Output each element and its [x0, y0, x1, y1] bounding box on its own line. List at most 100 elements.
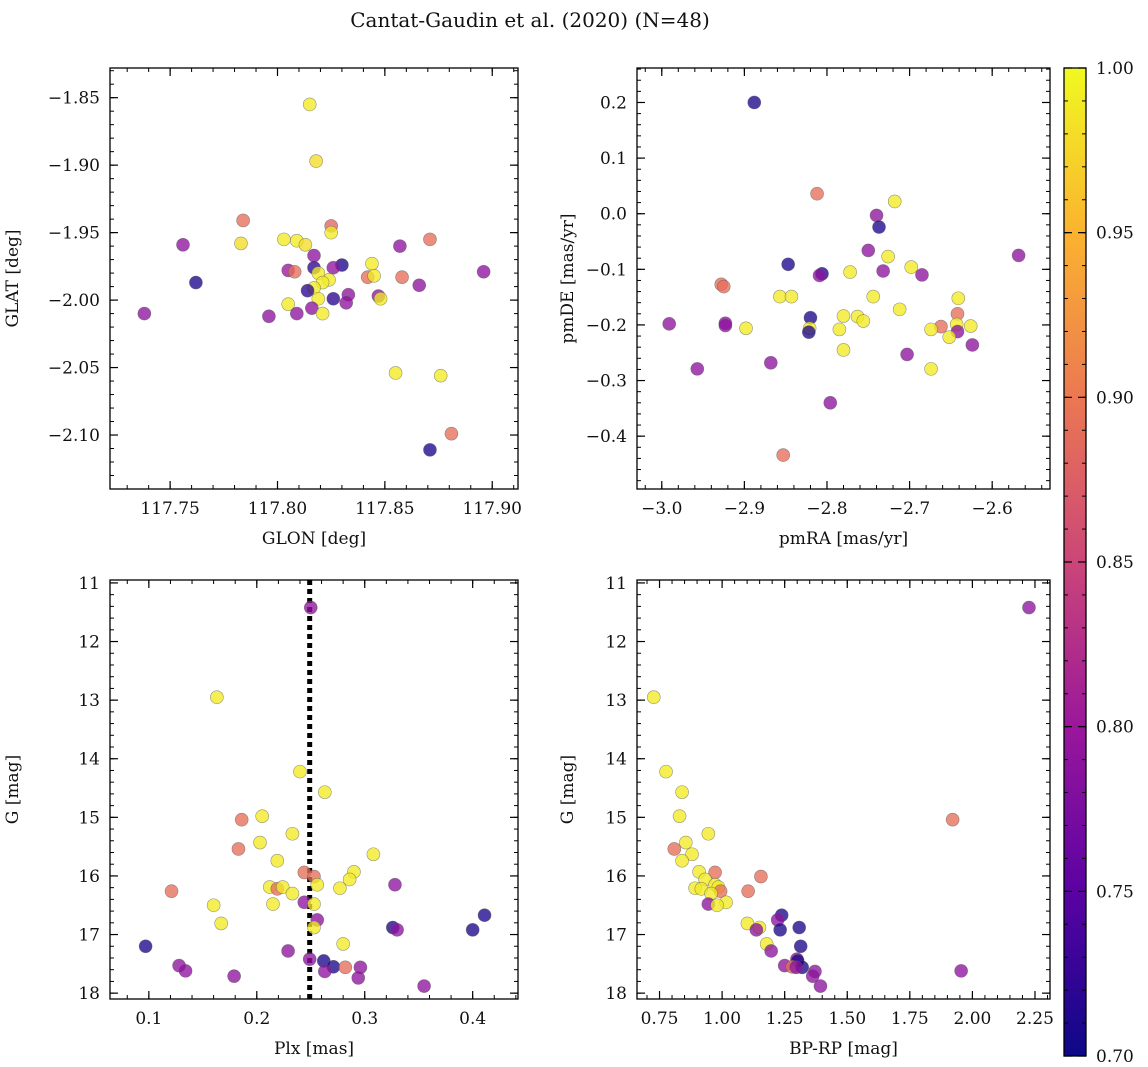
- data-point: [388, 366, 403, 380]
- y-tick-label: 18: [78, 984, 100, 1004]
- data-point: [764, 355, 778, 370]
- y-tick-label: 16: [78, 867, 100, 887]
- data-point: [823, 395, 838, 410]
- data-point: [892, 302, 907, 317]
- data-point: [234, 236, 248, 251]
- plot-frame: [109, 579, 519, 1000]
- data-point: [773, 923, 787, 937]
- x-tick-label: 117.80: [248, 499, 307, 519]
- data-point: [417, 979, 431, 993]
- data-point: [305, 301, 319, 315]
- x-tick-label: −2.8: [806, 499, 847, 519]
- y-axis-label: pmDE [mas/yr]: [558, 213, 578, 343]
- x-tick-label: −2.9: [724, 499, 765, 519]
- y-tick-label: −0.2: [586, 316, 627, 336]
- proper-motion-panel: −3.0 −2.9 −2.8 −2.7 −2.6 −0.4 −0.3 −0.2 −0.1 0.0 0…: [558, 67, 1051, 549]
- data-point: [164, 884, 179, 898]
- data-point: [659, 764, 673, 779]
- data-point: [302, 97, 317, 112]
- scatter-points: [137, 97, 491, 457]
- x-axis-label: pmRA [mas/yr]: [779, 529, 908, 549]
- colorbar: 0.70 0.75 0.80 0.85 0.90 0.95 1.00: [1063, 59, 1134, 1067]
- data-point: [303, 600, 318, 615]
- scatter-points: [138, 600, 492, 993]
- plot-frame: [109, 67, 519, 490]
- parallax-magnitude-panel: 0.1 0.2 0.3 0.4 11 12 13 14 15 16 17 18 Plx [mas] G […: [3, 574, 519, 1059]
- data-point: [285, 886, 300, 901]
- colorbar-tick-label: 0.80: [1096, 718, 1134, 738]
- x-tick-label: −2.6: [972, 499, 1013, 519]
- data-point: [900, 347, 914, 362]
- data-point: [662, 317, 677, 331]
- data-point: [881, 249, 895, 264]
- x-tick-label: −2.7: [889, 499, 930, 519]
- data-point: [675, 853, 689, 868]
- data-point: [675, 785, 689, 799]
- data-point: [227, 969, 241, 983]
- figure-title: Cantat-Gaudin et al. (2020) (N=48): [350, 8, 710, 32]
- data-point: [412, 278, 427, 293]
- data-point: [366, 847, 381, 862]
- data-point: [395, 270, 409, 284]
- y-axis-label: G [mag]: [558, 755, 578, 824]
- colorbar-tick-label: 0.90: [1096, 388, 1134, 408]
- data-point: [393, 239, 407, 253]
- data-point: [477, 908, 492, 923]
- y-tick-label: 13: [78, 691, 100, 711]
- data-point: [138, 939, 153, 954]
- data-point: [298, 237, 313, 252]
- data-point: [307, 897, 321, 911]
- x-tick-label: 2.00: [953, 1009, 991, 1029]
- data-point: [718, 318, 733, 333]
- data-point: [951, 291, 966, 306]
- colorbar-frame: [1063, 67, 1087, 1057]
- data-point: [373, 291, 388, 306]
- y-tick-label: 11: [78, 574, 100, 594]
- data-point: [710, 898, 724, 913]
- y-tick-label: 18: [605, 984, 627, 1004]
- data-point: [351, 971, 366, 985]
- y-tick-label: −2.10: [48, 426, 100, 446]
- data-point: [317, 785, 332, 799]
- data-point: [433, 368, 448, 383]
- data-point: [764, 944, 778, 958]
- colorbar-tick-label: 0.85: [1096, 553, 1134, 573]
- data-point: [954, 964, 968, 978]
- data-point: [300, 283, 315, 298]
- data-point: [776, 448, 791, 462]
- data-point: [365, 256, 379, 271]
- data-point: [326, 291, 341, 306]
- y-tick-label: 17: [605, 926, 627, 946]
- data-point: [887, 194, 902, 209]
- data-point: [137, 306, 152, 321]
- data-point: [741, 884, 755, 898]
- data-point: [716, 279, 731, 294]
- data-point: [307, 248, 321, 263]
- data-point: [333, 881, 347, 896]
- data-point: [234, 812, 249, 827]
- data-point: [236, 213, 250, 228]
- x-tick-label: 117.90: [462, 499, 521, 519]
- data-point: [843, 265, 857, 279]
- data-point: [872, 220, 886, 234]
- colorbar-tick-label: 0.75: [1096, 882, 1134, 902]
- data-point: [214, 916, 228, 931]
- data-point: [342, 872, 357, 887]
- y-tick-label: 11: [605, 574, 627, 594]
- data-point: [315, 306, 330, 321]
- data-point: [277, 232, 291, 247]
- data-point: [290, 306, 304, 321]
- data-point: [866, 289, 881, 304]
- y-tick-label: 14: [605, 750, 627, 770]
- x-tick-label: 0.1: [135, 1009, 162, 1029]
- data-point: [281, 944, 295, 958]
- data-point: [869, 208, 884, 223]
- x-axis-label: Plx [mas]: [274, 1039, 354, 1059]
- data-point: [773, 289, 787, 304]
- data-point: [324, 225, 338, 240]
- data-point: [423, 232, 437, 247]
- y-tick-label: −1.90: [48, 156, 100, 176]
- data-point: [754, 869, 768, 884]
- data-point: [646, 690, 661, 705]
- data-point: [679, 835, 693, 850]
